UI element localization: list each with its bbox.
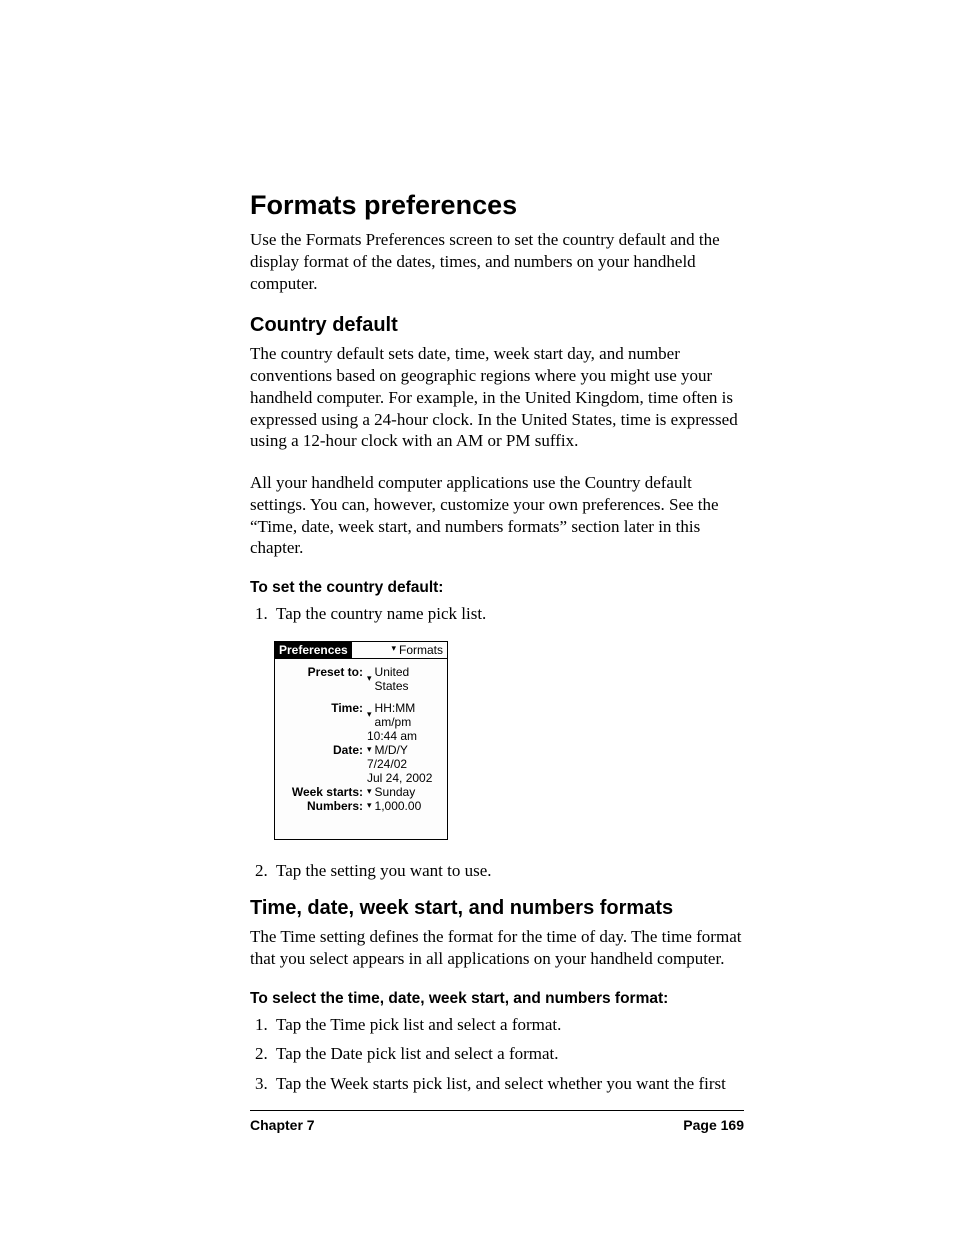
palm-titlebar: Preferences ▾ Formats	[275, 642, 447, 659]
country-step-1: Tap the country name pick list.	[272, 601, 744, 627]
palm-body: Preset to: ▾ United States Time: ▾ HH:MM…	[275, 659, 447, 839]
footer-page-number: Page 169	[683, 1117, 744, 1133]
page-footer: Chapter 7 Page 169	[250, 1117, 744, 1133]
date-picklist[interactable]: ▾ M/D/Y	[367, 743, 443, 757]
palm-category-picklist[interactable]: ▾ Formats	[352, 642, 447, 658]
country-default-heading: Country default	[250, 314, 744, 337]
numbers-picklist[interactable]: ▾ 1,000.00	[367, 799, 443, 813]
numbers-value: 1,000.00	[375, 799, 422, 813]
intro-paragraph: Use the Formats Preferences screen to se…	[250, 229, 744, 294]
palm-title-preferences: Preferences	[275, 642, 352, 658]
date-example-2: Jul 24, 2002	[367, 771, 443, 785]
date-label: Date:	[279, 743, 367, 757]
week-starts-value: Sunday	[375, 785, 416, 799]
country-steps-list: Tap the country name pick list.	[250, 601, 744, 627]
procedure-title-country: To set the country default:	[250, 579, 744, 597]
dropdown-arrow-icon: ▾	[391, 643, 396, 654]
dropdown-arrow-icon: ▾	[367, 798, 372, 812]
time-label: Time:	[279, 701, 367, 729]
time-format-value: HH:MM am/pm	[375, 701, 443, 729]
time-example: 10:44 am	[367, 729, 443, 743]
footer-rule	[250, 1110, 744, 1111]
page-heading: Formats preferences	[250, 190, 744, 221]
formats-steps-list: Tap the Time pick list and select a form…	[250, 1012, 744, 1097]
date-format-value: M/D/Y	[375, 743, 408, 757]
preset-to-label: Preset to:	[279, 665, 367, 693]
country-default-para-2: All your handheld computer applications …	[250, 472, 744, 559]
formats-step-1: Tap the Time pick list and select a form…	[272, 1012, 744, 1038]
procedure-title-formats: To select the time, date, week start, an…	[250, 990, 744, 1008]
formats-step-3: Tap the Week starts pick list, and selec…	[272, 1071, 744, 1097]
country-steps-list-2: Tap the setting you want to use.	[250, 858, 744, 884]
preset-to-picklist[interactable]: ▾ United States	[367, 665, 443, 693]
time-date-heading: Time, date, week start, and numbers form…	[250, 897, 744, 920]
time-picklist[interactable]: ▾ HH:MM am/pm	[367, 701, 443, 729]
dropdown-arrow-icon: ▾	[367, 707, 372, 721]
dropdown-arrow-icon: ▾	[367, 671, 372, 685]
palm-category-value: Formats	[399, 643, 443, 657]
country-step-2: Tap the setting you want to use.	[272, 858, 744, 884]
preset-to-value: United States	[375, 665, 443, 693]
formats-step-2: Tap the Date pick list and select a form…	[272, 1041, 744, 1067]
dropdown-arrow-icon: ▾	[367, 784, 372, 798]
week-starts-label: Week starts:	[279, 785, 367, 799]
dropdown-arrow-icon: ▾	[367, 742, 372, 756]
week-starts-picklist[interactable]: ▾ Sunday	[367, 785, 443, 799]
palm-preferences-screenshot: Preferences ▾ Formats Preset to: ▾ Unite…	[274, 641, 448, 840]
time-date-para: The Time setting defines the format for …	[250, 926, 744, 970]
footer-chapter: Chapter 7	[250, 1117, 315, 1133]
date-example-1: 7/24/02	[367, 757, 443, 771]
numbers-label: Numbers:	[279, 799, 367, 813]
country-default-para-1: The country default sets date, time, wee…	[250, 343, 744, 452]
